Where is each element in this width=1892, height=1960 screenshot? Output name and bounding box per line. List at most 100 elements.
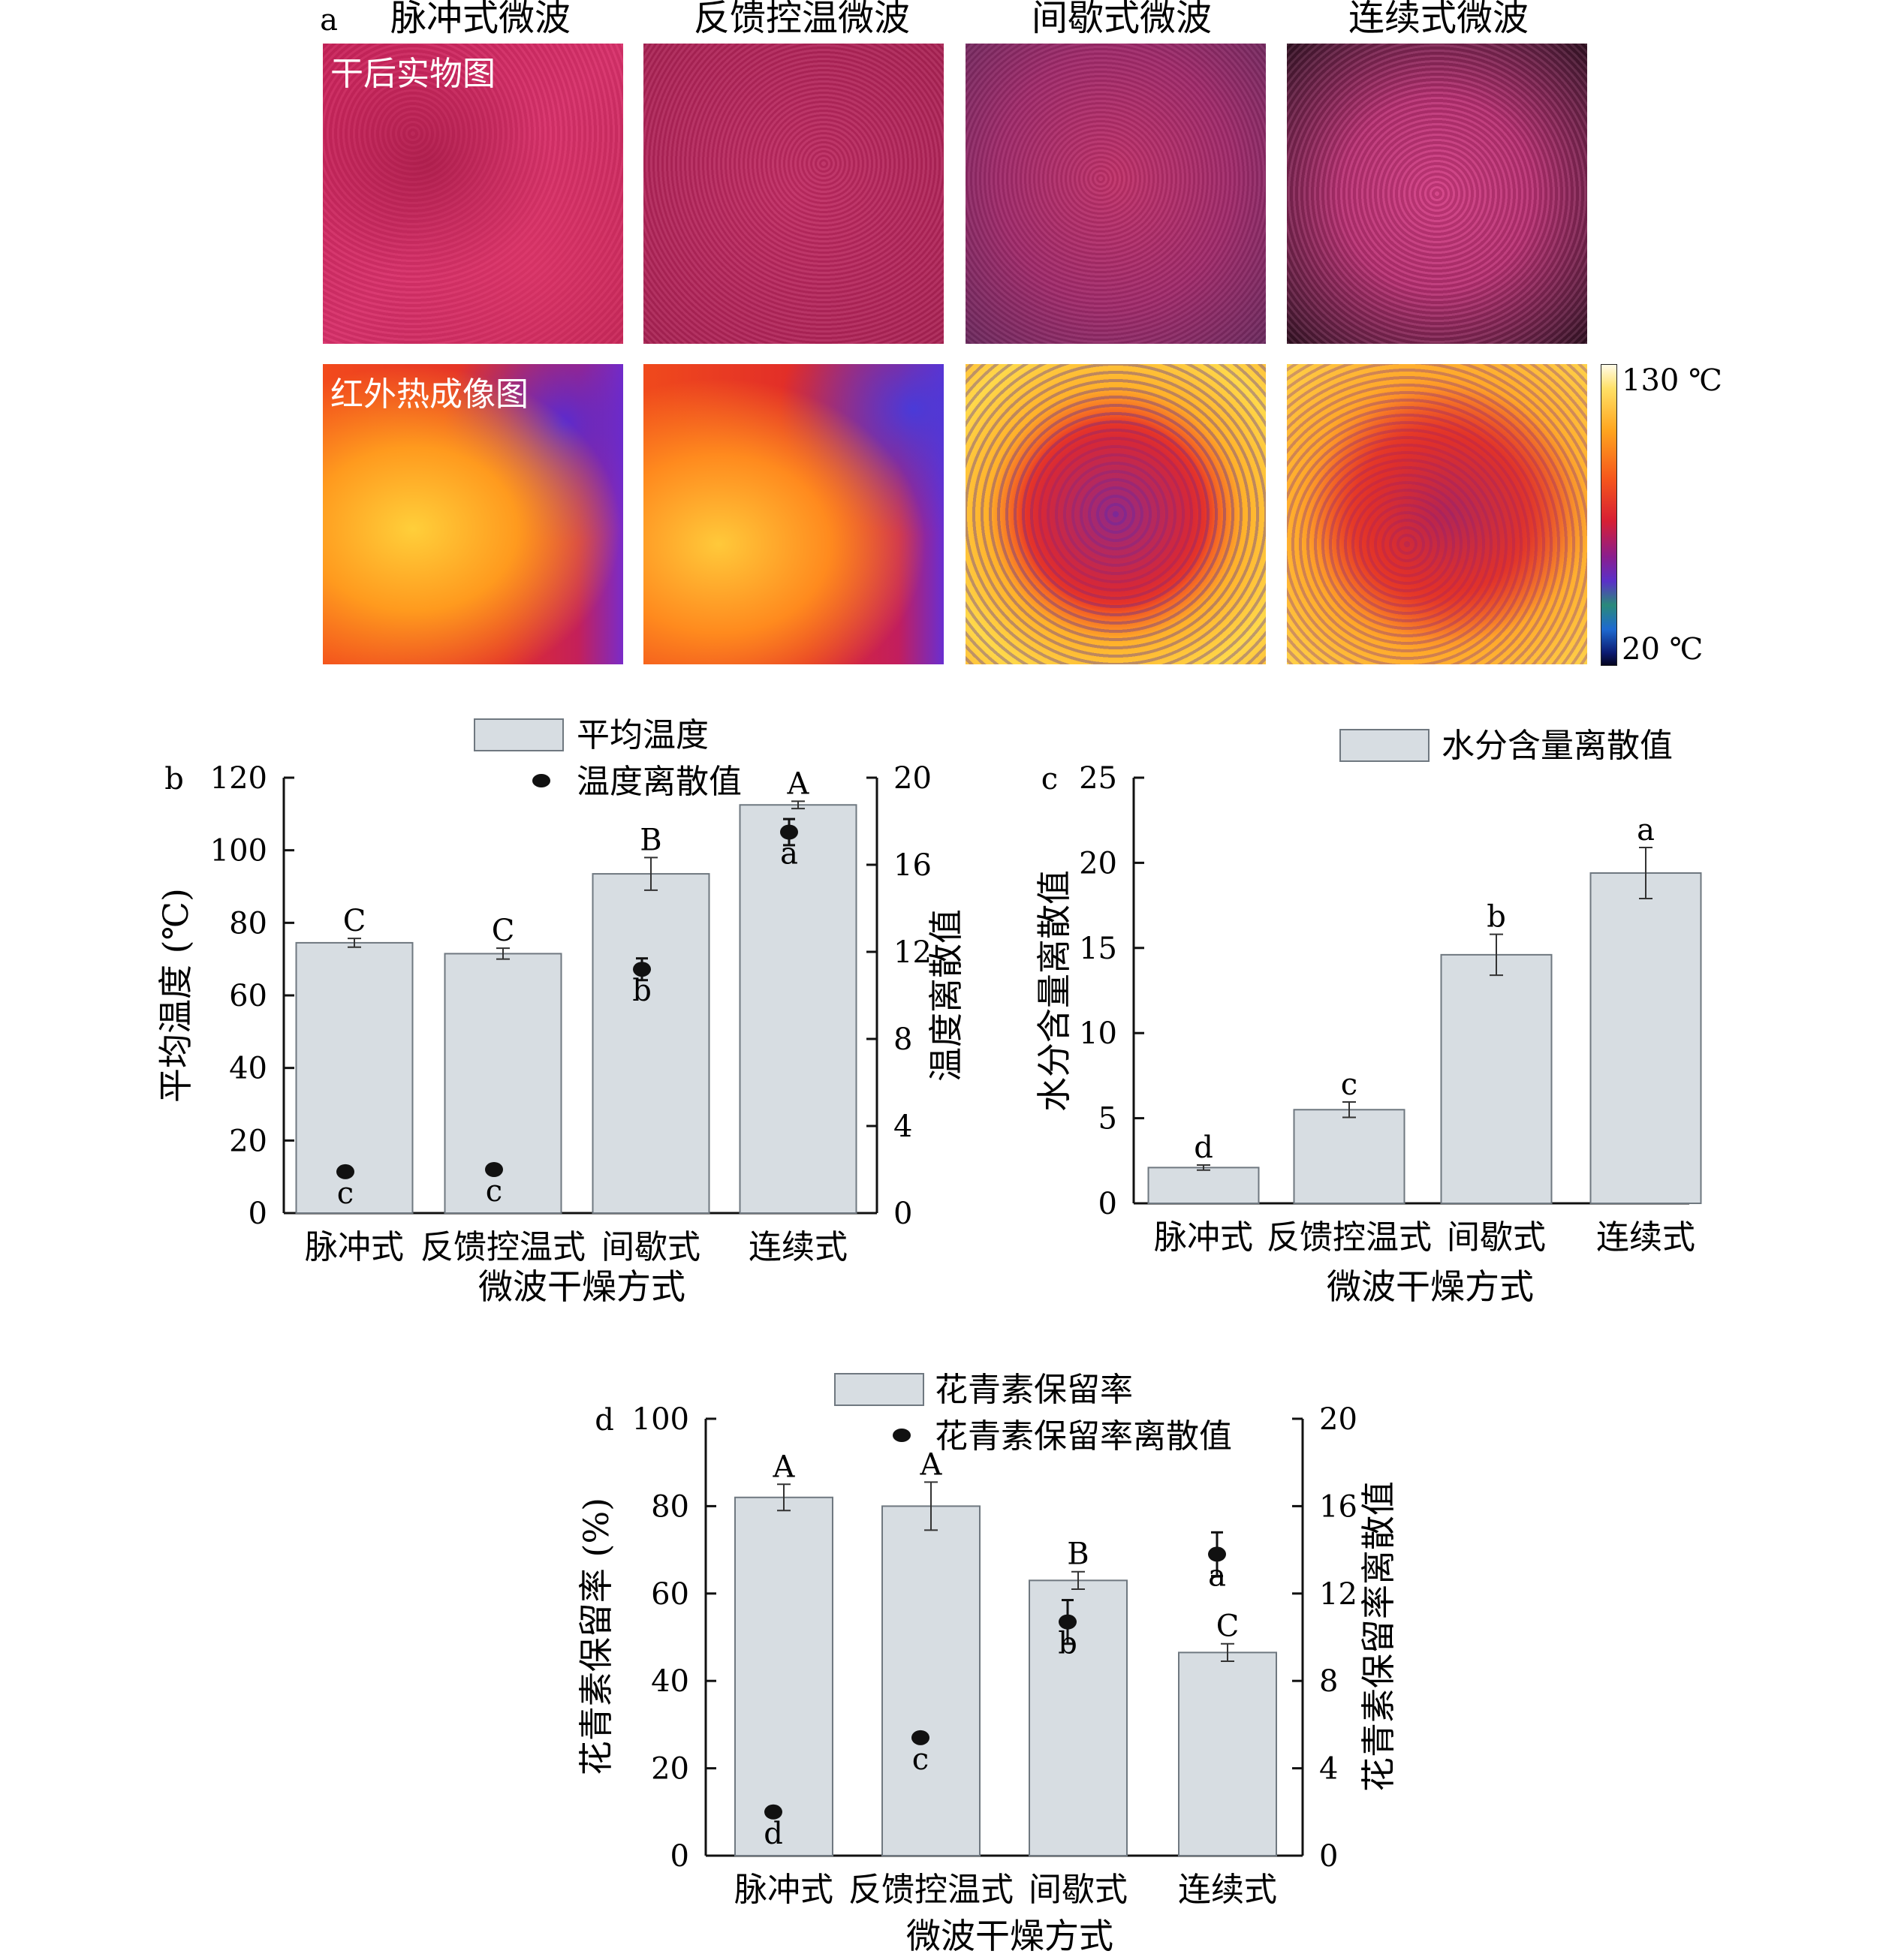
chart-b-y2tick-label: 8 (893, 1022, 912, 1057)
colorbar-max-label: 130 ℃ (1622, 363, 1722, 398)
chart-d-bar-letter: A (773, 1450, 796, 1484)
chart-b-point (336, 1164, 354, 1179)
chart-b-ytick-label: 80 (229, 906, 267, 941)
chart-c-ytick-label: 20 (1079, 846, 1117, 881)
row-label-photo: 干后实物图 (330, 55, 496, 93)
chart-d-y2tick-label: 8 (1319, 1664, 1338, 1699)
chart-d-bar (1029, 1579, 1128, 1857)
chart-b-ytick-label: 40 (229, 1052, 267, 1086)
chart-b-ytick-label: 120 (210, 761, 267, 796)
chart-b-bar-letter: A (787, 766, 810, 801)
chart-c-ytick-label: 5 (1098, 1102, 1117, 1137)
chart-b-ytick-label: 20 (229, 1124, 267, 1158)
chart-b-ytick-label: 0 (249, 1197, 267, 1231)
chart-c-ytick-label: 25 (1079, 761, 1117, 796)
chart-d-y2tick-label: 16 (1319, 1489, 1357, 1524)
chart-b-bar (592, 873, 710, 1215)
chart-b-ylabel: 平均温度 (℃) (155, 888, 196, 1103)
chart-d-legend-point-label: 花青素保留率离散值 (935, 1417, 1232, 1456)
chart-b-point-letter: a (780, 837, 798, 872)
chart-c-bar (1147, 1167, 1260, 1204)
thermal-pulse: 红外热成像图 (323, 364, 623, 664)
column-title-intermittent: 间歇式微波 (1032, 0, 1212, 39)
chart-b-bar-letter: B (640, 823, 661, 857)
panel-b-letter: b (164, 762, 184, 796)
chart-d-ytick-label: 60 (651, 1577, 689, 1612)
photo-pulse: 干后实物图 (323, 44, 623, 344)
chart-b-point (780, 824, 798, 840)
chart-d-legend-point-swatch (893, 1429, 911, 1442)
chart-c-xtick-label: 脉冲式 (1154, 1218, 1253, 1257)
chart-d-ylabel: 花青素保留率 (%) (576, 1498, 616, 1775)
chart-c-xlabel: 微波干燥方式 (1327, 1266, 1534, 1307)
chart-b-xtick-label: 脉冲式 (305, 1228, 404, 1266)
chart-c-ylabel: 水分含量离散值 (1034, 870, 1074, 1112)
chart-d-ytick-label: 80 (651, 1489, 689, 1524)
chart-b-ytick-label: 100 (210, 834, 267, 869)
column-title-feedback: 反馈控温微波 (694, 0, 910, 39)
panel-a-letter: a (320, 3, 338, 38)
chart-b-bar (295, 941, 414, 1214)
chart-c-ytick-label: 15 (1079, 932, 1117, 966)
chart-d-point-letter: a (1208, 1558, 1226, 1593)
chart-d-ytick-label: 0 (670, 1839, 689, 1874)
chart-c-bar-letter: a (1637, 813, 1655, 848)
panel-c-letter: c (1041, 762, 1058, 796)
chart-b-point-letter: c (486, 1174, 502, 1209)
chart-c-bar-letter: d (1194, 1131, 1213, 1165)
thermal-continuous (1287, 364, 1587, 664)
chart-d-point-letter: b (1058, 1627, 1077, 1661)
thermal-intermittent (966, 364, 1266, 664)
chart-d-xtick-label: 反馈控温式 (848, 1871, 1014, 1909)
chart-d-point (911, 1730, 929, 1745)
chart-c-xtick-label: 连续式 (1596, 1218, 1695, 1257)
chart-d-legend-bar-swatch (834, 1373, 924, 1406)
chart-d-xtick-label: 脉冲式 (734, 1871, 833, 1909)
chart-c-ytick-label: 0 (1098, 1187, 1117, 1221)
chart-d-y2tick-label: 0 (1319, 1839, 1338, 1874)
chart-b-y2tick-label: 20 (893, 761, 932, 796)
chart-b-point-letter: c (337, 1176, 354, 1211)
chart-b-xtick-label: 反馈控温式 (420, 1228, 586, 1266)
chart-b-y2tick-label: 4 (893, 1109, 912, 1144)
chart-b-y2tick-label: 12 (893, 935, 932, 970)
chart-b-xlabel: 微波干燥方式 (478, 1266, 685, 1307)
thermal-feedback (643, 364, 944, 664)
chart-d-point-letter: c (912, 1742, 929, 1777)
chart-c-bar (1293, 1109, 1405, 1205)
panel-d-letter: d (595, 1403, 614, 1438)
chart-d-y2tick-label: 12 (1319, 1577, 1357, 1612)
chart-b-legend-point-swatch (532, 774, 550, 787)
row-label-thermal: 红外热成像图 (330, 375, 529, 414)
chart-d-point (1059, 1614, 1077, 1630)
chart-d-bar (1178, 1651, 1277, 1857)
chart-b-y2tick-label: 0 (893, 1197, 912, 1231)
chart-d-point (764, 1804, 782, 1820)
chart-d-bar (881, 1505, 981, 1857)
chart-d-ytick-label: 40 (651, 1664, 689, 1699)
chart-d-ytick-label: 100 (632, 1402, 689, 1437)
chart-d-y2tick-label: 20 (1319, 1402, 1357, 1437)
chart-d-ytick-label: 20 (651, 1752, 689, 1787)
column-title-continuous: 连续式微波 (1348, 0, 1529, 39)
chart-b-bar-letter: C (343, 904, 366, 938)
chart-c-bar-letter: b (1487, 900, 1506, 935)
photo-continuous (1287, 44, 1587, 344)
chart-b-point-letter: b (632, 974, 652, 1008)
chart-b-point (633, 962, 651, 977)
chart-b-y2label: 温度离散值 (926, 909, 966, 1082)
chart-b-xtick-label: 连续式 (749, 1228, 848, 1266)
chart-d-point (1208, 1546, 1226, 1562)
chart-d-xtick-label: 间歇式 (1029, 1871, 1128, 1909)
chart-b-ytick-label: 60 (229, 979, 267, 1013)
column-title-pulse: 脉冲式微波 (390, 0, 571, 39)
chart-c-xtick-label: 反馈控温式 (1267, 1218, 1432, 1257)
chart-b-bar (739, 804, 857, 1214)
chart-d-bar (734, 1496, 833, 1856)
chart-b-y2tick-label: 16 (893, 848, 932, 883)
chart-d-bar-letter: B (1067, 1537, 1089, 1572)
chart-b-point (485, 1162, 503, 1177)
chart-c-bar (1440, 953, 1553, 1204)
